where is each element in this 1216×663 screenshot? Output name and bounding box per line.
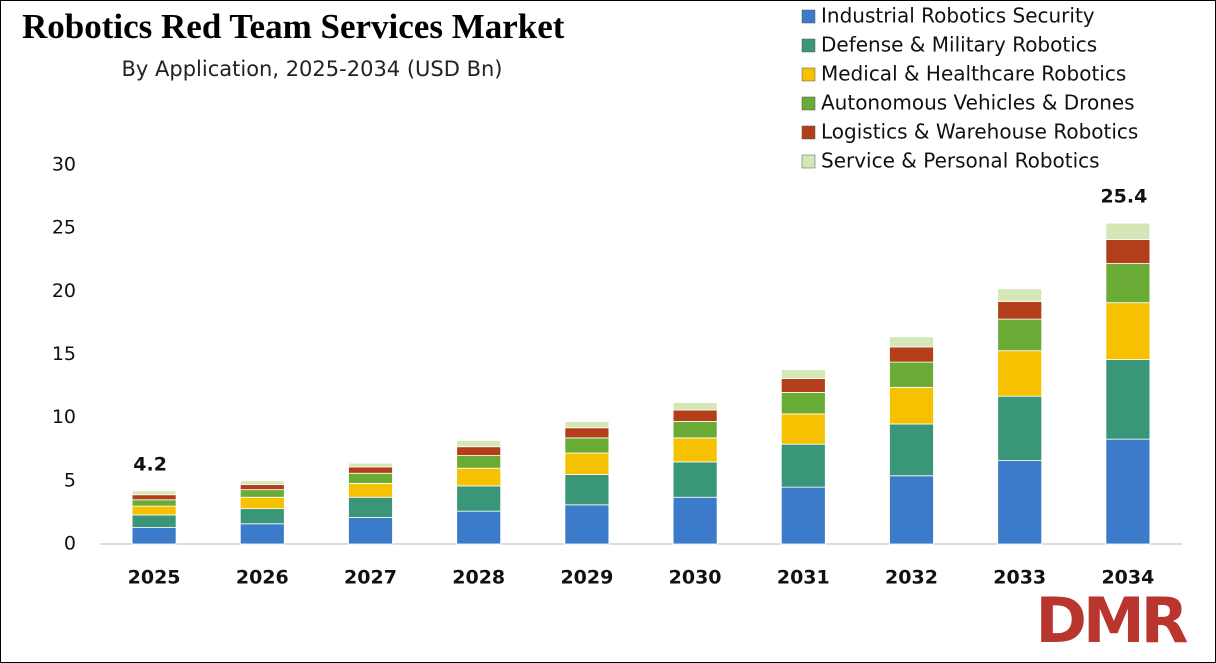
bar-segment [889, 475, 934, 545]
bar-segment [672, 421, 718, 439]
y-tick-label: 0 [64, 533, 76, 555]
bar-segment [348, 466, 393, 474]
bar-segment [997, 460, 1043, 545]
bar-segment [672, 402, 718, 411]
x-tick-label: 2032 [885, 567, 938, 589]
bar-segment [672, 461, 718, 498]
x-tick-label: 2027 [344, 567, 397, 589]
bar-segment [456, 467, 502, 487]
bar-segment [348, 482, 393, 498]
legend-label: Industrial Robotics Security [821, 4, 1095, 28]
total-label: 4.2 [133, 453, 167, 475]
bar-segment [131, 514, 177, 528]
x-tick-label: 2028 [452, 567, 505, 589]
legend-swatch [801, 38, 816, 53]
y-tick-label: 25 [52, 217, 76, 239]
bar-segment [889, 386, 934, 425]
bar-segment [780, 443, 826, 488]
bar-segment [997, 350, 1043, 397]
bar-segment [564, 452, 610, 475]
bar-segment [239, 489, 285, 498]
x-tick-label: 2033 [993, 567, 1046, 589]
bar-segment [348, 517, 393, 545]
bar-segment [672, 496, 718, 545]
x-tick-label: 2031 [777, 567, 830, 589]
bar-segment [1105, 359, 1151, 440]
bar-segment [780, 413, 826, 445]
legend-label: Service & Personal Robotics [821, 149, 1100, 173]
bar-segment [239, 496, 285, 510]
bar-segment [239, 508, 285, 525]
legend-label: Medical & Healthcare Robotics [821, 62, 1126, 86]
bar-segment [889, 346, 934, 363]
bar-segment [1105, 239, 1151, 264]
bar-segment [564, 421, 610, 429]
legend-label: Logistics & Warehouse Robotics [821, 120, 1138, 144]
legend-swatch [801, 154, 816, 169]
x-tick-label: 2034 [1101, 567, 1154, 589]
bar-segment [997, 318, 1043, 352]
bar-segment [780, 369, 826, 379]
legend-swatch [801, 125, 816, 140]
bar-segment [456, 485, 502, 512]
bar-segment [564, 427, 610, 439]
bar-segment [564, 437, 610, 454]
bar-segment [780, 378, 826, 393]
bar-segment [997, 395, 1043, 462]
bar-segment [997, 288, 1043, 302]
bar-segment [131, 499, 177, 507]
bar-segment [131, 505, 177, 516]
bar-segment [1105, 263, 1151, 304]
logo: DMR [1036, 584, 1188, 657]
bar-segment [239, 484, 285, 491]
bar-segment [456, 510, 502, 545]
legend-swatch [801, 96, 816, 111]
chart-subtitle: By Application, 2025-2034 (USD Bn) [122, 57, 503, 81]
bar-segment [239, 480, 285, 486]
y-tick-label: 10 [52, 406, 76, 428]
bar-segment [131, 490, 177, 496]
bar-segment [672, 409, 718, 422]
bar-segment [348, 496, 393, 518]
bar-segment [564, 504, 610, 545]
bar-segment [456, 455, 502, 469]
bar-segment [348, 472, 393, 484]
legend-label: Autonomous Vehicles & Drones [821, 91, 1135, 115]
bar-segment [564, 474, 610, 506]
bar-segment [1105, 438, 1151, 545]
y-tick-label: 20 [52, 280, 76, 302]
legend-label: Defense & Military Robotics [821, 33, 1097, 57]
y-tick-label: 15 [52, 343, 76, 365]
x-tick-label: 2026 [236, 567, 289, 589]
bar-segment [1105, 302, 1151, 360]
bar-segment [131, 527, 177, 545]
bar-segment [889, 336, 934, 348]
bar-segment [239, 523, 285, 545]
bar-segment [780, 486, 826, 545]
bar-segment [889, 423, 934, 477]
bar-segment [456, 440, 502, 448]
chart-title: Robotics Red Team Services Market [22, 7, 565, 46]
bar-segment [348, 462, 393, 468]
total-label: 25.4 [1100, 186, 1147, 208]
y-tick-label: 5 [64, 469, 76, 491]
bar-segment [131, 494, 177, 501]
legend-swatch [801, 9, 816, 24]
x-tick-label: 2025 [128, 567, 181, 589]
legend-swatch [801, 67, 816, 82]
bar-segment [780, 391, 826, 415]
bar-segment [997, 301, 1043, 320]
bar-segment [1105, 222, 1151, 240]
bar-segment [456, 446, 502, 456]
x-tick-label: 2029 [560, 567, 613, 589]
x-tick-label: 2030 [669, 567, 722, 589]
bar-segment [672, 437, 718, 463]
bar-segment [889, 361, 934, 388]
y-tick-label: 30 [52, 154, 76, 176]
